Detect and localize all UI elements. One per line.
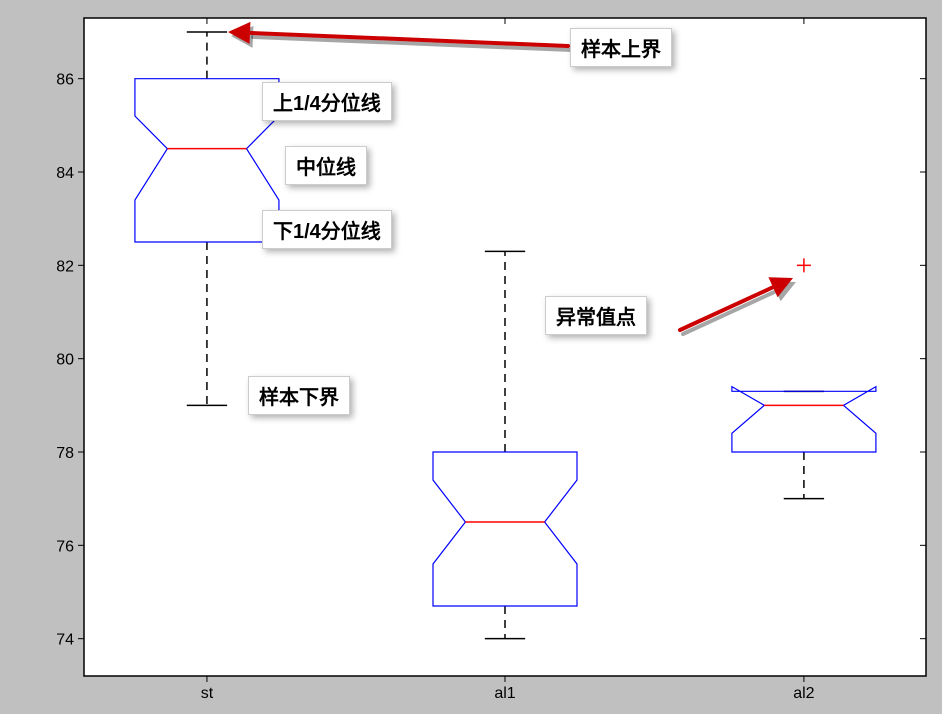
annotation-label: 上1/4分位线: [262, 82, 392, 121]
boxplot-chart: 74 76 78 80 82 84 86 st al1 al2 样本上界上1/4分位线中位线下1/…: [0, 0, 942, 714]
x-tick-label: al2: [793, 685, 814, 702]
y-tick-label: 86: [56, 72, 74, 89]
annotation-label: 样本下界: [248, 376, 350, 415]
annotation-label: 中位线: [285, 146, 367, 185]
x-tick-label: al1: [494, 685, 515, 702]
y-tick-label: 84: [56, 165, 74, 182]
annotation-label: 下1/4分位线: [262, 210, 392, 249]
chart-svg: 74 76 78 80 82 84 86 st al1 al2: [0, 0, 942, 714]
y-tick-label: 74: [56, 632, 74, 649]
x-tick-label: st: [201, 685, 214, 702]
annotation-label: 异常值点: [545, 296, 647, 335]
y-tick-label: 80: [56, 352, 74, 369]
y-tick-label: 76: [56, 538, 74, 555]
y-tick-label: 82: [56, 258, 74, 275]
y-tick-label: 78: [56, 445, 74, 462]
annotation-label: 样本上界: [570, 28, 672, 67]
